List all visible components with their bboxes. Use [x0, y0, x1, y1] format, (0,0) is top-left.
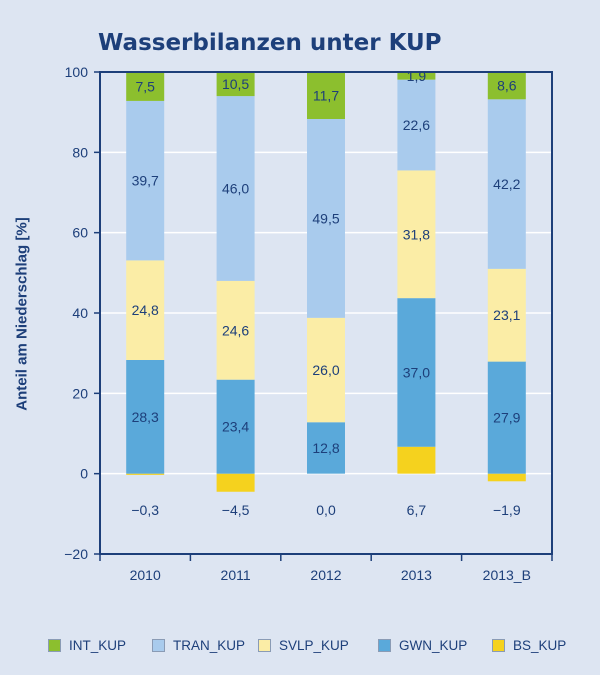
legend-item: INT_KUP [48, 638, 126, 653]
y-tick-label: 0 [80, 466, 88, 482]
bar-segment [126, 473, 165, 475]
data-label: 1,9 [407, 68, 427, 84]
y-tick-label: −20 [64, 546, 88, 562]
legend-swatch [152, 639, 165, 652]
data-label: 10,5 [222, 76, 249, 92]
legend-label: TRAN_KUP [173, 638, 246, 653]
bar-segment [487, 99, 526, 269]
bar-segment [216, 72, 255, 97]
legend-swatch [378, 639, 391, 652]
bar-segment [487, 361, 526, 474]
legend-label: SVLP_KUP [279, 638, 349, 653]
data-label: 0,0 [316, 502, 336, 518]
legend-item: GWN_KUP [378, 638, 467, 653]
bar-segment [397, 298, 436, 447]
data-label: 12,8 [312, 440, 339, 456]
legend-label: GWN_KUP [399, 638, 468, 653]
x-tick-label: 2011 [221, 567, 251, 583]
data-label: 27,9 [493, 410, 520, 426]
bar-segment [307, 72, 345, 119]
data-label: 8,6 [497, 78, 517, 94]
bar-segment [216, 473, 255, 492]
x-tick-label: 2013 [401, 567, 432, 583]
data-label: 23,4 [222, 419, 249, 435]
data-label: 39,7 [132, 173, 159, 189]
legend-item: TRAN_KUP [152, 638, 245, 653]
bar-segment [126, 260, 165, 360]
legend: INT_KUP TRAN_KUP SVLP_KUP GWN_KUP BS_KUP [0, 638, 600, 660]
bar-segment [216, 280, 255, 380]
bar-segment [397, 170, 436, 299]
x-tick-label: 2013_B [483, 567, 531, 583]
legend-swatch [492, 639, 505, 652]
data-label: 49,5 [312, 210, 339, 226]
bar-segment [397, 79, 436, 171]
bar-segment [307, 317, 345, 423]
chart-title: Wasserbilanzen unter KUP [98, 30, 442, 56]
data-label: 28,3 [132, 409, 159, 425]
data-label: 26,0 [312, 362, 339, 378]
y-tick-label: 100 [65, 64, 89, 80]
bar-segment [487, 473, 526, 482]
bar-segment [487, 268, 526, 362]
data-label: 11,7 [313, 87, 339, 103]
data-label: 24,8 [132, 302, 159, 318]
x-tick-label: 2010 [130, 567, 161, 583]
legend-item: SVLP_KUP [258, 638, 349, 653]
legend-label: INT_KUP [69, 638, 127, 653]
legend-label: BS_KUP [513, 638, 567, 653]
bar-segment [307, 422, 345, 474]
y-tick-label: 20 [72, 385, 88, 401]
data-label: 46,0 [222, 180, 249, 196]
bar-segment [126, 359, 165, 474]
y-tick-label: 80 [72, 144, 88, 160]
bar-segment [216, 379, 255, 474]
data-label: −4,5 [222, 502, 250, 518]
bar-segment [307, 118, 345, 318]
data-label: 37,0 [403, 364, 430, 380]
bar-segment [126, 100, 165, 261]
legend-swatch [258, 639, 271, 652]
legend-item: BS_KUP [492, 638, 566, 653]
data-label: 6,7 [407, 502, 427, 518]
data-label: 7,5 [135, 78, 155, 94]
y-tick-label: 60 [72, 225, 88, 241]
data-label: 24,6 [222, 322, 249, 338]
data-label: −0,3 [131, 502, 159, 518]
bar-segment [216, 96, 255, 281]
chart-svg: −20 0 20 40 60 80 100 −0,3 28,3 24,8 39,7 7,5 2010 −4… [64, 64, 553, 583]
plot-frame [99, 71, 553, 555]
bar-segment [397, 446, 436, 474]
bar-segment [126, 72, 165, 101]
data-label: 22,6 [403, 117, 430, 133]
y-tick-label: 40 [72, 305, 88, 321]
data-label: 42,2 [493, 176, 520, 192]
data-label: 23,1 [493, 307, 520, 323]
bar-segment [397, 72, 436, 80]
x-tick-label: 2012 [310, 567, 341, 583]
data-label: −1,9 [493, 502, 521, 518]
bar-segment [487, 72, 526, 100]
data-label: 31,8 [403, 226, 430, 242]
legend-swatch [48, 639, 61, 652]
